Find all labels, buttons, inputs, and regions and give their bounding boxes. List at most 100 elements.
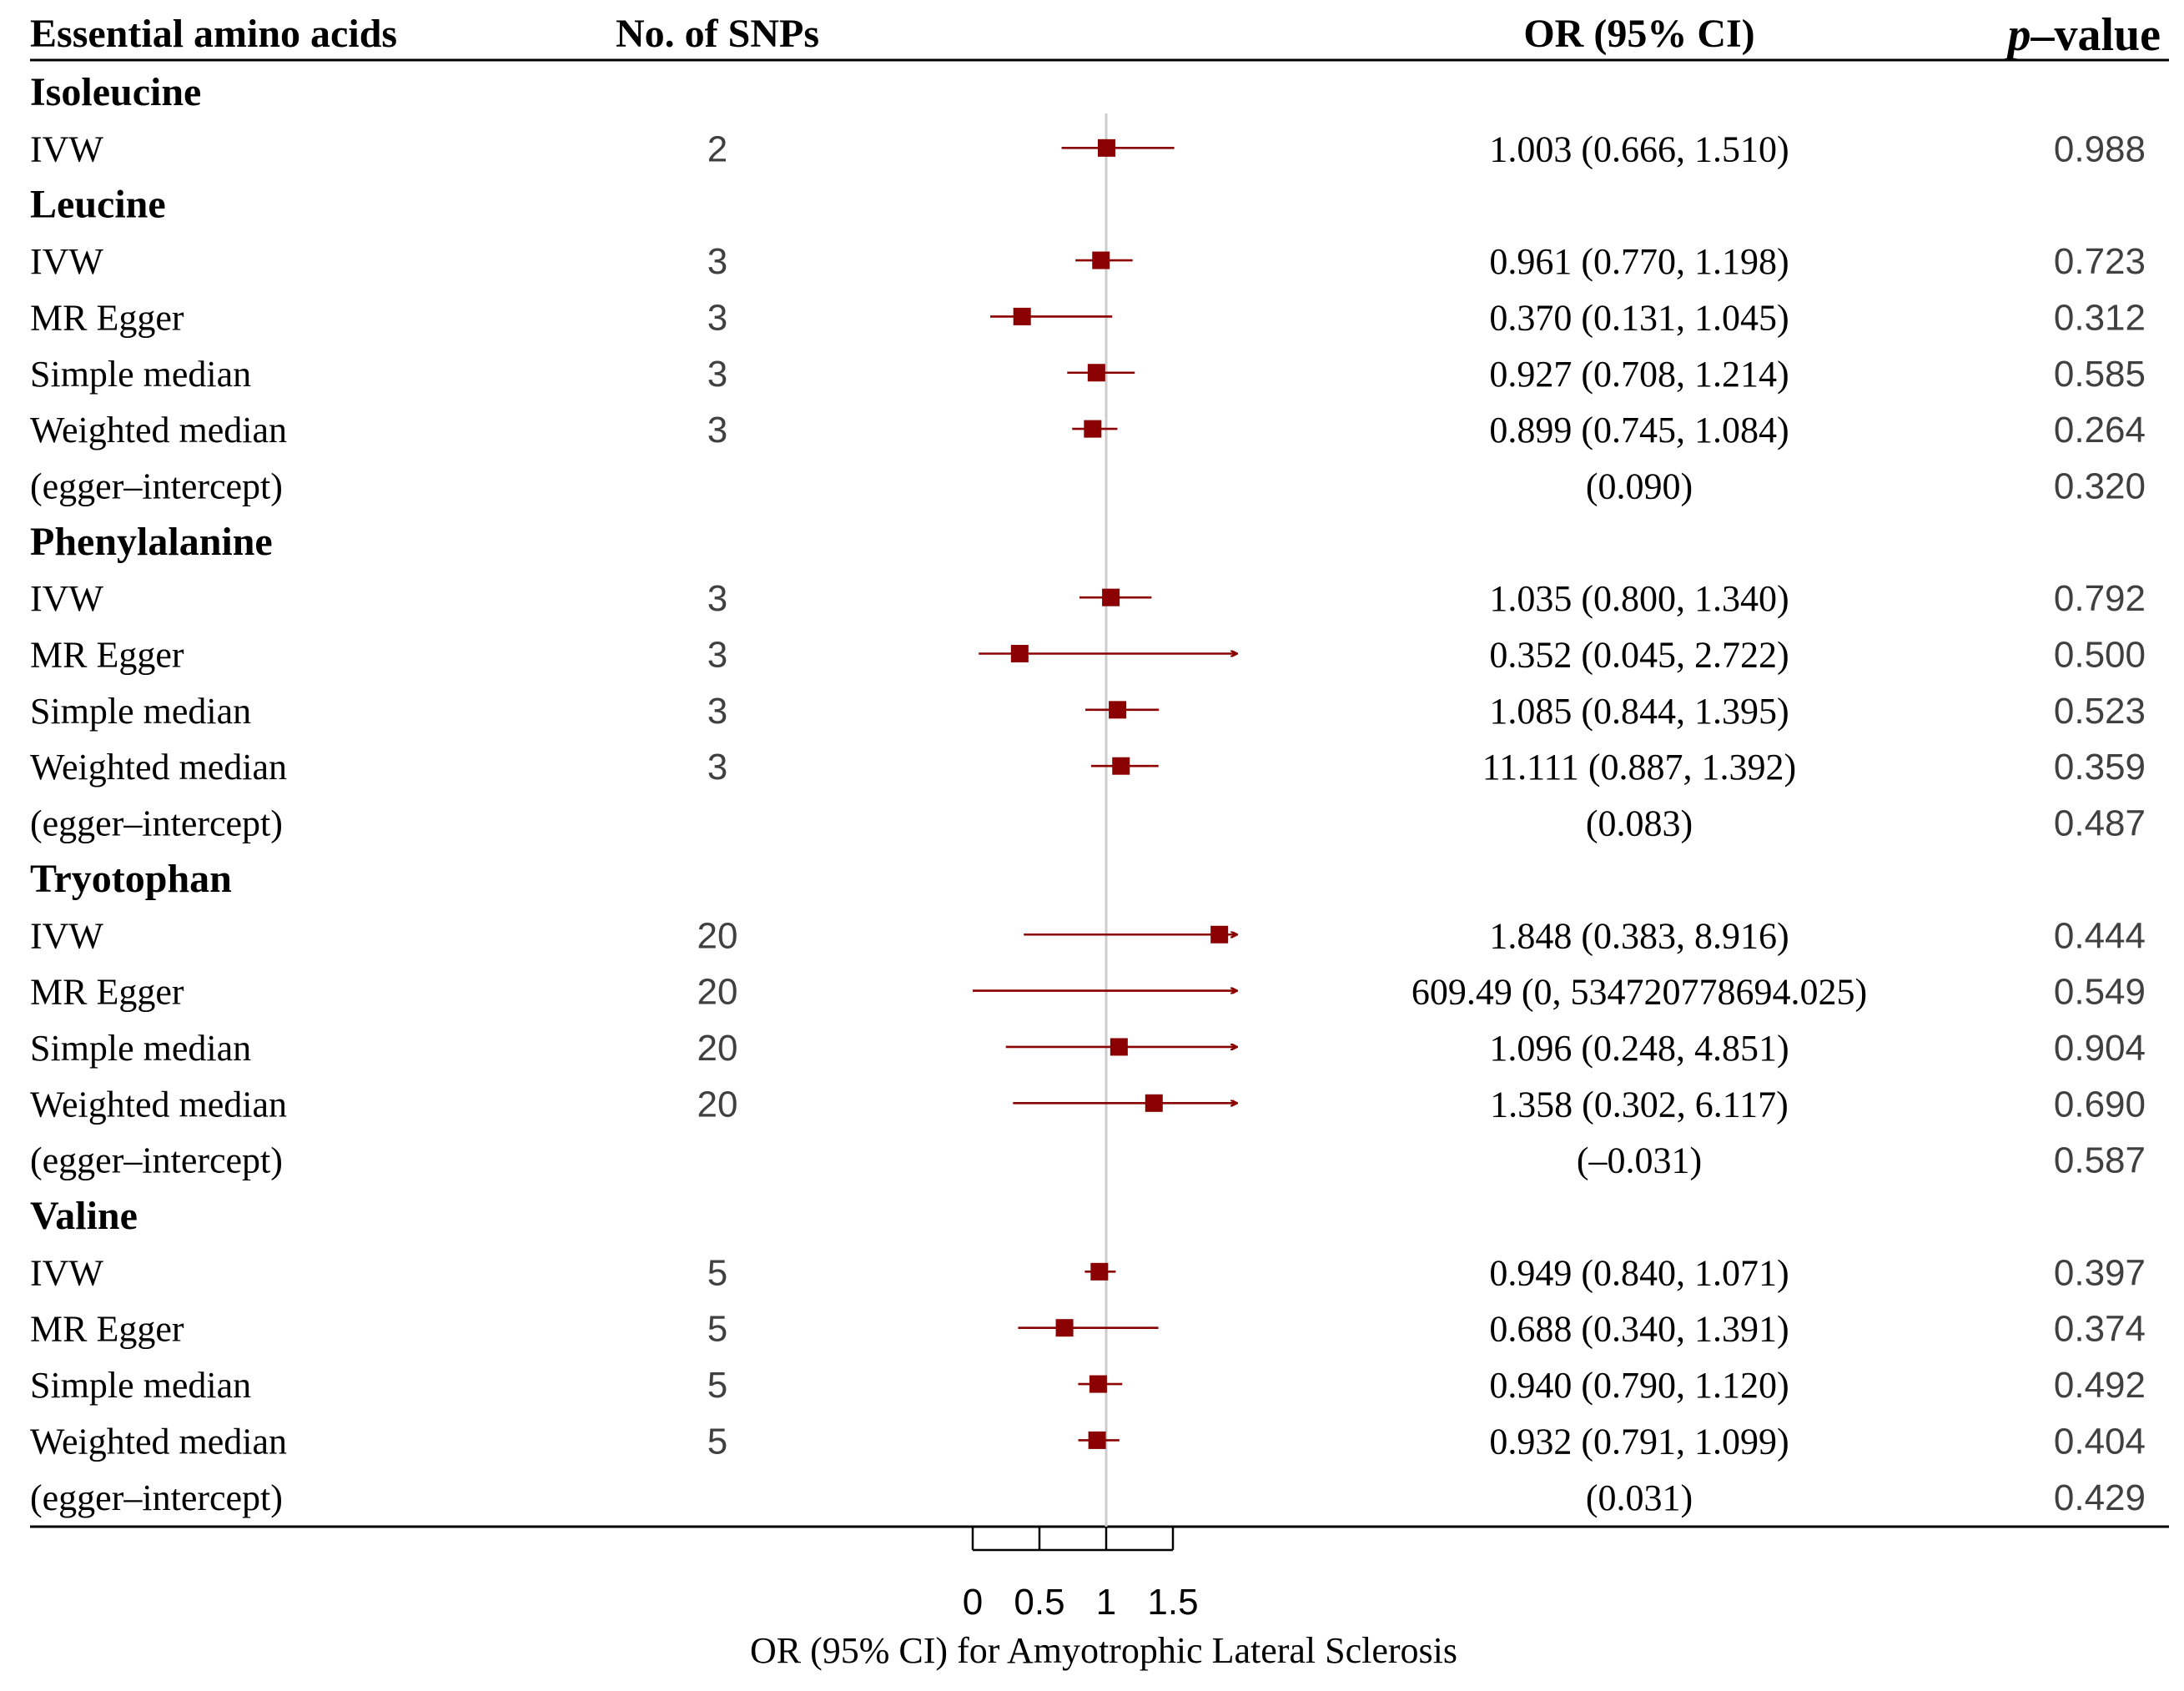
or-ci-text: 0.932 (0.791, 1.099) <box>1489 1421 1789 1462</box>
method-label: Weighted median <box>30 1084 287 1125</box>
or-ci-text: 0.370 (0.131, 1.045) <box>1489 297 1789 338</box>
point-estimate <box>1055 1319 1074 1337</box>
p-value: 0.397 <box>2054 1252 2146 1293</box>
header-or: OR (95% CI) <box>1523 12 1754 56</box>
snp-count: 5 <box>707 1421 727 1462</box>
snp-count: 3 <box>707 578 727 619</box>
p-value: 0.320 <box>2054 466 2146 506</box>
method-label: MR Egger <box>30 972 184 1013</box>
group-label: Tryotophan <box>30 857 232 901</box>
method-label: IVW <box>30 578 103 619</box>
point-estimate <box>1109 701 1127 719</box>
p-value: 0.487 <box>2054 803 2146 844</box>
table-row: Weighted median 3 0.899 (0.745, 1.084) 0.26… <box>30 410 2146 450</box>
method-label: Simple median <box>30 354 251 395</box>
snp-count: 20 <box>697 915 738 956</box>
snp-count: 3 <box>707 241 727 282</box>
table-row: Simple median 20 1.096 (0.248, 4.851) 0.904 <box>30 1028 2146 1069</box>
p-value: 0.587 <box>2054 1140 2146 1181</box>
method-label: (egger–intercept) <box>30 803 283 844</box>
p-value: 0.404 <box>2054 1421 2146 1462</box>
table-row: MR Egger 3 0.352 (0.045, 2.722) 0.500 <box>30 635 2146 676</box>
p-value: 0.312 <box>2054 297 2146 338</box>
table-row: Weighted median 20 1.358 (0.302, 6.117) 0.6… <box>30 1084 2146 1125</box>
group-label: Valine <box>30 1194 138 1238</box>
p-value: 0.500 <box>2054 635 2146 676</box>
or-ci-text: 1.035 (0.800, 1.340) <box>1489 578 1789 619</box>
table-row: Valine <box>30 1194 138 1238</box>
method-label: (egger–intercept) <box>30 466 283 506</box>
x-tick-label: 1 <box>1096 1582 1116 1623</box>
group-label: Leucine <box>30 183 166 227</box>
x-tick-label: 1.5 <box>1147 1582 1198 1623</box>
or-ci-text: (0.031) <box>1586 1477 1693 1518</box>
table-row: IVW 2 1.003 (0.666, 1.510) 0.988 <box>30 128 2146 169</box>
x-axis-label: OR (95% CI) for Amyotrophic Lateral Scle… <box>750 1630 1457 1671</box>
table-row: Simple median 3 1.085 (0.844, 1.395) 0.523 <box>30 691 2146 732</box>
method-label: (egger–intercept) <box>30 1140 283 1181</box>
or-ci-text: 0.949 (0.840, 1.071) <box>1489 1252 1789 1293</box>
p-value: 0.904 <box>2054 1028 2146 1069</box>
snp-count: 5 <box>707 1365 727 1406</box>
table-row: Isoleucine <box>30 70 201 114</box>
point-estimate <box>1089 1375 1107 1393</box>
p-value: 0.723 <box>2054 241 2146 282</box>
snp-count: 3 <box>707 747 727 788</box>
group-label: Phenylalanine <box>30 520 273 564</box>
table-row: IVW 3 0.961 (0.770, 1.198) 0.723 <box>30 241 2146 282</box>
header-snps: No. of SNPs <box>616 12 819 56</box>
or-ci-text: (0.083) <box>1586 803 1693 844</box>
table-row: (egger–intercept) (0.083) 0.487 <box>30 803 2146 844</box>
table-row: Phenylalanine <box>30 520 273 564</box>
or-ci-text: 1.358 (0.302, 6.117) <box>1490 1084 1789 1125</box>
method-label: Weighted median <box>30 747 287 788</box>
x-tick-label: 0.5 <box>1014 1582 1064 1623</box>
method-label: (egger–intercept) <box>30 1477 283 1518</box>
table-row: MR Egger 5 0.688 (0.340, 1.391) 0.374 <box>30 1309 2146 1350</box>
p-value: 0.374 <box>2054 1309 2146 1350</box>
point-estimate <box>1084 420 1102 438</box>
snp-count: 20 <box>697 972 738 1013</box>
snp-count: 3 <box>707 691 727 732</box>
table-row: Simple median 5 0.940 (0.790, 1.120) 0.492 <box>30 1365 2146 1406</box>
snp-count: 2 <box>707 128 727 169</box>
or-ci-text: 0.961 (0.770, 1.198) <box>1489 241 1789 282</box>
p-value: 0.492 <box>2054 1365 2146 1406</box>
method-label: MR Egger <box>30 1309 184 1350</box>
p-value: 0.359 <box>2054 747 2146 788</box>
x-tick-label: 0 <box>963 1582 983 1623</box>
snp-count: 20 <box>697 1028 738 1069</box>
table-row: IVW 20 1.848 (0.383, 8.916) 0.444 <box>30 915 2146 956</box>
point-estimate <box>1090 1262 1109 1281</box>
or-ci-text: 1.848 (0.383, 8.916) <box>1489 915 1789 956</box>
snp-count: 3 <box>707 410 727 450</box>
snp-count: 3 <box>707 297 727 338</box>
or-ci-text: 0.927 (0.708, 1.214) <box>1489 354 1789 395</box>
table-row: Weighted median 3 11.111 (0.887, 1.392) 0.3… <box>30 747 2146 788</box>
p-value: 0.690 <box>2054 1084 2146 1125</box>
method-label: Simple median <box>30 1365 251 1406</box>
point-estimate <box>1013 307 1031 325</box>
point-estimate <box>1145 1094 1163 1112</box>
or-ci-text: 0.899 (0.745, 1.084) <box>1489 410 1789 450</box>
header-group: Essential amino acids <box>30 12 397 56</box>
method-label: MR Egger <box>30 635 184 676</box>
p-value: 0.444 <box>2054 915 2146 956</box>
or-ci-text: (–0.031) <box>1577 1140 1702 1181</box>
table-row: Leucine <box>30 183 166 227</box>
p-value: 0.549 <box>2054 972 2146 1013</box>
table-row: Weighted median 5 0.932 (0.791, 1.099) 0.40… <box>30 1421 2146 1462</box>
method-label: Simple median <box>30 691 251 732</box>
or-ci-text: 1.085 (0.844, 1.395) <box>1489 691 1789 732</box>
point-estimate <box>1087 364 1105 382</box>
snp-count: 20 <box>697 1084 738 1125</box>
point-estimate <box>1210 925 1229 944</box>
p-value: 0.429 <box>2054 1477 2146 1518</box>
or-ci-text: 1.003 (0.666, 1.510) <box>1489 128 1789 169</box>
p-value: 0.988 <box>2054 128 2146 169</box>
p-value: 0.585 <box>2054 354 2146 395</box>
table-row: (egger–intercept) (0.090) 0.320 <box>30 466 2146 506</box>
or-ci-text: (0.090) <box>1586 466 1693 506</box>
snp-count: 3 <box>707 635 727 676</box>
